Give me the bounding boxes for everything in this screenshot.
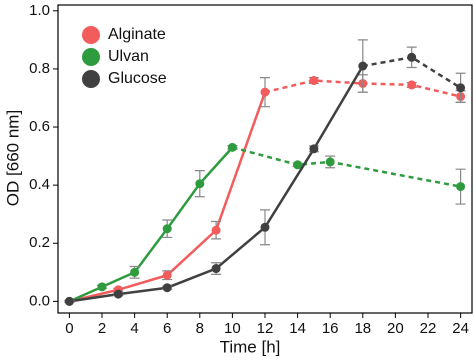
marker xyxy=(456,182,466,192)
legend-marker xyxy=(82,26,100,44)
x-tick-label: 22 xyxy=(420,320,437,337)
x-tick-label: 24 xyxy=(452,320,469,337)
x-tick-label: 2 xyxy=(98,320,106,337)
x-tick-label: 6 xyxy=(163,320,171,337)
marker xyxy=(407,52,417,62)
marker xyxy=(162,283,172,293)
x-tick-label: 4 xyxy=(130,320,138,337)
y-tick-label: 0.6 xyxy=(29,118,50,135)
x-axis-label: Time [h] xyxy=(220,337,281,356)
marker xyxy=(97,282,107,292)
legend-marker xyxy=(82,70,100,88)
marker xyxy=(309,76,319,86)
legend-label: Glucose xyxy=(108,70,167,87)
x-tick-label: 12 xyxy=(257,320,274,337)
marker xyxy=(162,270,172,280)
marker xyxy=(211,225,221,235)
legend-label: Ulvan xyxy=(108,48,149,65)
x-tick-label: 10 xyxy=(224,320,241,337)
legend-marker xyxy=(82,48,100,66)
x-tick-label: 8 xyxy=(196,320,204,337)
marker xyxy=(260,222,270,232)
marker xyxy=(130,267,140,277)
marker xyxy=(456,83,466,93)
dashed-line xyxy=(232,146,461,188)
marker xyxy=(325,157,335,167)
marker xyxy=(293,160,303,170)
solid-line xyxy=(69,91,267,303)
y-tick-label: 0.0 xyxy=(29,292,50,309)
marker xyxy=(195,179,205,189)
x-tick-label: 14 xyxy=(289,320,306,337)
y-tick-label: 0.4 xyxy=(29,176,50,193)
marker xyxy=(227,142,237,152)
y-tick-label: 0.2 xyxy=(29,234,50,251)
marker xyxy=(407,80,417,90)
x-tick-label: 18 xyxy=(354,320,371,337)
marker xyxy=(358,61,368,71)
y-tick-label: 0.8 xyxy=(29,60,50,77)
marker xyxy=(113,289,123,299)
y-tick-label: 1.0 xyxy=(29,2,50,19)
marker xyxy=(64,296,74,306)
y-axis-label: OD [660 nm] xyxy=(3,110,22,206)
marker xyxy=(260,87,270,97)
marker xyxy=(162,224,172,234)
marker xyxy=(309,144,319,154)
x-tick-label: 20 xyxy=(387,320,404,337)
x-tick-label: 16 xyxy=(322,320,339,337)
x-tick-label: 0 xyxy=(65,320,73,337)
solid-line xyxy=(68,146,234,303)
legend-label: Alginate xyxy=(108,26,166,43)
marker xyxy=(211,264,221,274)
